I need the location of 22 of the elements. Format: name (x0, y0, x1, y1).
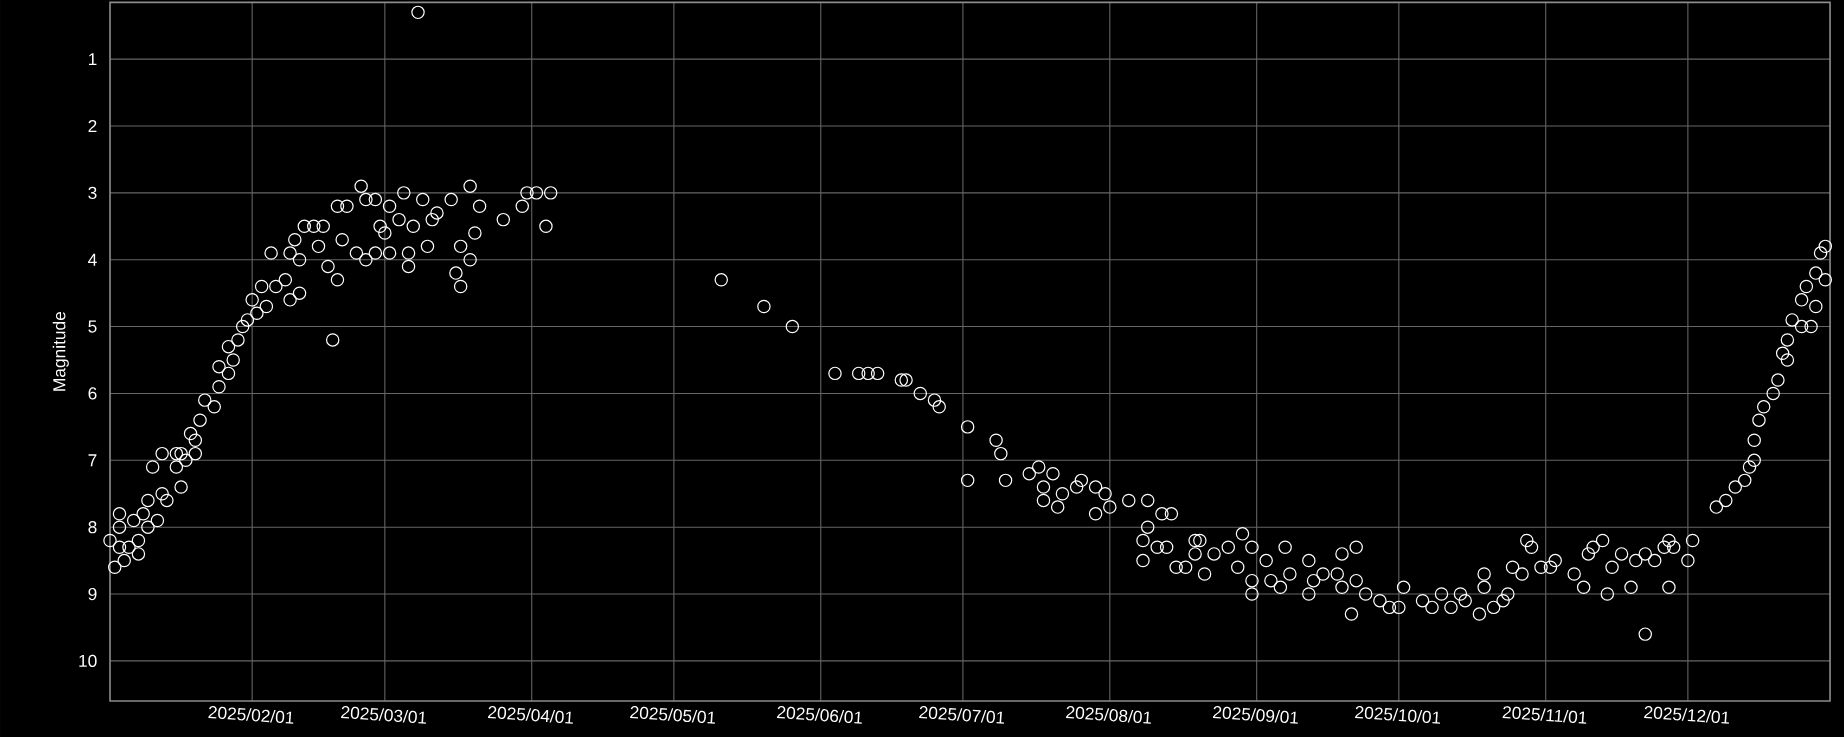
x-tick-label: 2025/05/01 (630, 706, 715, 724)
x-tick-label: 2025/02/01 (208, 706, 294, 724)
x-tick-label: 2025/09/01 (1212, 706, 1298, 724)
x-tick-label: 2025/04/01 (487, 706, 573, 724)
x-tick-label: 2025/10/01 (1355, 706, 1440, 724)
x-tick-label: 2025/03/01 (341, 706, 426, 724)
x-tick-label: 2025/11/01 (1502, 706, 1587, 724)
y-tick-label: 9 (88, 587, 97, 601)
y-tick-label: 2 (88, 119, 97, 133)
y-tick-label: 8 (88, 521, 97, 534)
y-tick-label: 7 (88, 454, 97, 467)
y-tick-label: 6 (88, 387, 97, 400)
y-tick-label: 4 (88, 253, 97, 266)
y-tick-label: 1 (88, 53, 97, 66)
y-axis-title: Magnitude (52, 311, 69, 391)
y-tick-label: 5 (88, 320, 97, 333)
y-tick-label: 10 (79, 654, 97, 668)
x-tick-label: 2025/12/01 (1644, 706, 1729, 724)
x-tick-label: 2025/06/01 (776, 706, 862, 724)
y-tick-label: 3 (88, 186, 97, 200)
x-tick-label: 2025/07/01 (919, 706, 1005, 724)
x-tick-label: 2025/08/01 (1066, 706, 1151, 724)
